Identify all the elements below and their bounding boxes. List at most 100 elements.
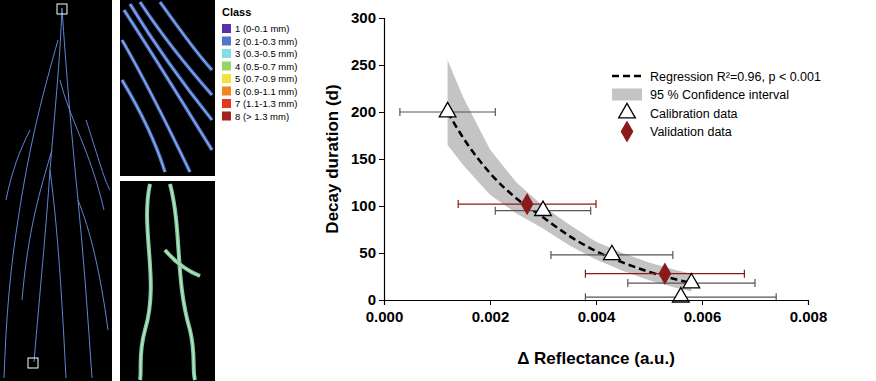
error-bar-cap	[585, 270, 586, 278]
x-axis: 0.000 0.002 0.004 0.006 0.008	[366, 300, 828, 325]
root	[34, 8, 62, 362]
legend-swatch	[619, 103, 636, 117]
y-tick-label: 200	[351, 103, 376, 120]
class-label: 5 (0.7-0.9 mm)	[235, 73, 297, 84]
y-tick: 300	[351, 9, 384, 26]
x-tick-label: 0.008	[790, 308, 828, 325]
error-bar-cap	[744, 270, 745, 278]
root	[122, 80, 165, 172]
root	[4, 40, 58, 378]
root	[122, 40, 190, 172]
x-tick-label: 0.006	[684, 308, 722, 325]
y-tick: 200	[351, 103, 384, 120]
data-point	[683, 273, 700, 287]
y-tick: 150	[351, 150, 384, 167]
root	[140, 184, 151, 380]
y-tick-mark	[379, 253, 384, 254]
class-swatch	[222, 24, 231, 33]
data-point	[604, 245, 621, 259]
root	[60, 80, 104, 210]
class-swatch	[222, 74, 231, 83]
root	[140, 2, 212, 95]
class-swatch	[222, 62, 231, 71]
y-tick-mark	[379, 206, 384, 207]
class-label: 6 (0.9-1.1 mm)	[235, 86, 297, 97]
y-tick: 250	[351, 56, 384, 73]
error-bar-cap	[458, 200, 459, 208]
root	[165, 250, 200, 276]
x-tick: 0.006	[684, 300, 722, 325]
figure: Class 1 (0-0.1 mm) 2 (0.1-0.3 mm)3 (0.3-0.…	[0, 0, 876, 381]
error-bar-cap	[399, 108, 400, 116]
y-tick-label: 100	[351, 197, 376, 214]
image-panel	[120, 181, 215, 381]
x-tick-label: 0.002	[472, 308, 510, 325]
legend-swatch	[612, 89, 642, 101]
class-label: 4 (0.5-0.7 mm)	[235, 61, 297, 72]
y-tick-mark	[379, 112, 384, 113]
y-tick-label: 250	[351, 56, 376, 73]
error-bar-cap	[495, 207, 496, 215]
y-tick-mark	[379, 18, 384, 19]
error-bar-cap	[590, 207, 591, 215]
class-swatch	[222, 99, 231, 108]
x-tick-label: 0.004	[578, 308, 616, 325]
class-swatch	[222, 37, 231, 46]
legend: Regression R²=0.96, p < 0.001 95 % Confid…	[612, 70, 821, 142]
root	[122, 80, 165, 172]
legend-label: 95 % Confidence interval	[650, 88, 789, 102]
y-axis-line	[379, 19, 385, 301]
error-bar-cap	[754, 279, 755, 287]
class-swatch	[222, 112, 231, 121]
legend-swatch	[621, 122, 632, 142]
root	[170, 184, 195, 380]
y-tick-label: 300	[351, 9, 376, 26]
root	[130, 4, 212, 120]
y-tick-mark	[379, 159, 384, 160]
root	[78, 200, 108, 330]
class-label: 1 (0-0.1 mm)	[235, 23, 289, 34]
y-axis-title: Decay duration (d)	[323, 84, 342, 233]
error-bar-cap	[550, 251, 551, 259]
error-bar-cap	[627, 279, 628, 287]
x-tick-mark	[808, 300, 809, 305]
data-point	[521, 194, 532, 214]
image-panel	[0, 0, 112, 381]
root	[170, 184, 195, 380]
y-tick: 100	[351, 197, 384, 214]
root	[22, 150, 52, 300]
class-legend: Class 1 (0-0.1 mm) 2 (0.1-0.3 mm)3 (0.3-0.…	[222, 6, 297, 122]
y-tick: 50	[359, 244, 384, 261]
data-point	[672, 288, 689, 302]
x-tick-mark	[596, 300, 597, 305]
legend-label: Regression R²=0.96, p < 0.001	[650, 70, 821, 84]
y-tick-mark	[379, 65, 384, 66]
class-label: 2 (0.1-0.3 mm)	[235, 36, 297, 47]
x-tick: 0.008	[790, 300, 828, 325]
image-panel	[120, 0, 215, 176]
x-tick: 0.002	[472, 300, 510, 325]
error-bar-cap	[495, 108, 496, 116]
root	[160, 2, 212, 70]
legend-swatch	[612, 75, 642, 78]
y-tick-mark	[379, 300, 384, 301]
y-tick: 0	[368, 291, 384, 308]
root	[122, 40, 190, 172]
marker-layer	[400, 102, 776, 302]
error-bar-cap	[672, 251, 673, 259]
class-swatch	[222, 87, 231, 96]
error-bar-cap	[595, 200, 596, 208]
class-legend-title: Class	[222, 6, 251, 18]
class-label: 7 (1.1-1.3 mm)	[235, 98, 297, 109]
x-axis-title: Δ Reflectance (a.u.)	[517, 349, 675, 368]
root	[130, 4, 212, 120]
legend-label: Validation data	[650, 125, 732, 139]
data-point	[535, 201, 552, 215]
zoom-box	[57, 4, 67, 14]
x-tick-label: 0.000	[366, 308, 404, 325]
legend-label: Calibration data	[650, 107, 738, 121]
x-axis-line	[385, 301, 809, 306]
data-point	[659, 264, 670, 284]
root	[62, 8, 92, 378]
class-label: 3 (0.3-0.5 mm)	[235, 48, 297, 59]
